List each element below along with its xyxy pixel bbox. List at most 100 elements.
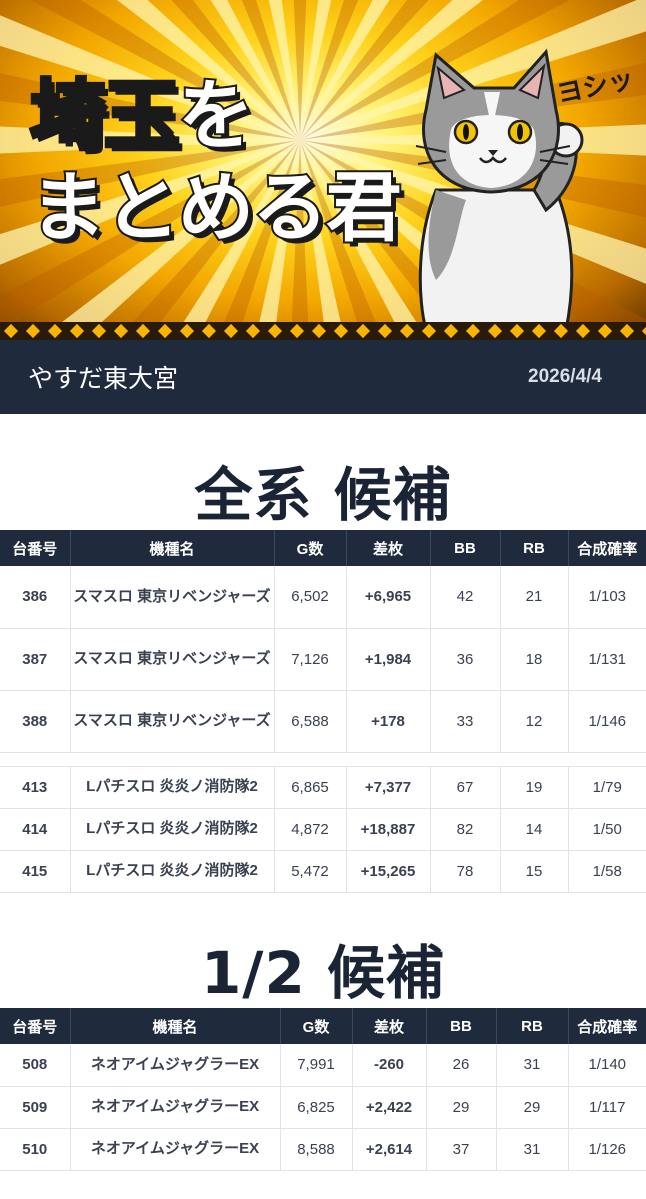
rate-cell: 1/79: [568, 766, 646, 809]
bb-cell: 42: [430, 566, 501, 629]
rate-cell: 1/117: [568, 1086, 646, 1129]
border-ornament: [575, 323, 591, 339]
border-ornament: [333, 323, 349, 339]
burst-ray: [300, 0, 646, 140]
games-cell: 5,472: [274, 850, 347, 893]
model-name-cell: Lパチスロ 炎炎ノ消防隊2: [70, 850, 275, 893]
col-header-rb: RB: [500, 530, 569, 566]
table-row: 387 スマスロ 東京リベンジャーズ 7,126 +1,984 36 18 1/131: [0, 628, 646, 691]
section-title-all-settings: 全系 候補: [194, 461, 452, 529]
table-row: 414 Lパチスロ 炎炎ノ消防隊2 4,872 +18,887 82 14 1/50: [0, 808, 646, 851]
diff-cell: +7,377: [346, 766, 431, 809]
burst-ray: [300, 62, 646, 140]
col-header-rb: RB: [496, 1008, 569, 1044]
model-name-cell: ネオアイムジャグラーEX: [70, 1128, 281, 1171]
banner-title-line1: 埼玉を: [28, 76, 256, 156]
rate-cell: 1/103: [568, 566, 646, 629]
machine-number-cell: 508: [0, 1044, 71, 1087]
bb-cell: 29: [426, 1086, 497, 1129]
border-ornament: [135, 323, 151, 339]
border-ornament: [421, 323, 437, 339]
model-name-cell: スマスロ 東京リベンジャーズ: [70, 628, 275, 691]
burst-ray: [0, 126, 300, 154]
col-header-diff: 差枚: [346, 530, 431, 566]
burst-ray: [300, 0, 359, 140]
table-row: 386 スマスロ 東京リベンジャーズ 6,502 +6,965 42 21 1/103: [0, 566, 646, 629]
border-ornament: [487, 323, 503, 339]
border-ornament: [399, 323, 415, 339]
diff-cell: +2,614: [352, 1128, 427, 1171]
diff-cell: -260: [352, 1044, 427, 1087]
rb-cell: 15: [500, 850, 569, 893]
banner-title-kana: を: [176, 71, 256, 160]
table-row: 388 スマスロ 東京リベンジャーズ 6,588 +178 33 12 1/146: [0, 690, 646, 753]
border-ornament: [3, 323, 19, 339]
border-ornament: [25, 323, 41, 339]
games-cell: 6,825: [280, 1086, 353, 1129]
border-ornament: [91, 323, 107, 339]
border-ornament: [245, 323, 261, 339]
col-header-model: 機種名: [70, 530, 275, 566]
diff-cell: +15,265: [346, 850, 431, 893]
border-ornament: [553, 323, 569, 339]
bb-cell: 26: [426, 1044, 497, 1087]
model-name-cell: ネオアイムジャグラーEX: [70, 1086, 281, 1129]
bb-cell: 67: [430, 766, 501, 809]
rb-cell: 19: [500, 766, 569, 809]
col-header-model: 機種名: [70, 1008, 281, 1044]
border-ornament: [179, 323, 195, 339]
table-row: 510 ネオアイムジャグラーEX 8,588 +2,614 37 31 1/126: [0, 1128, 646, 1171]
burst-ray: [0, 15, 300, 140]
games-cell: 8,588: [280, 1128, 353, 1171]
col-header-rate: 合成確率: [568, 1008, 646, 1044]
rb-cell: 12: [500, 690, 569, 753]
rb-cell: 29: [496, 1086, 569, 1129]
border-ornament: [311, 323, 327, 339]
table-group-spacer: [0, 752, 646, 767]
section-title-half-settings: 1/2 候補: [200, 939, 446, 1007]
games-cell: 6,865: [274, 766, 347, 809]
bb-cell: 33: [430, 690, 501, 753]
border-ornament: [355, 323, 371, 339]
col-header-games: G数: [280, 1008, 353, 1044]
border-ornament: [443, 323, 459, 339]
burst-ray: [290, 140, 310, 340]
border-ornament: [69, 323, 85, 339]
border-ornament: [619, 323, 635, 339]
machine-number-cell: 386: [0, 566, 71, 629]
rb-cell: 18: [500, 628, 569, 691]
rb-cell: 31: [496, 1044, 569, 1087]
col-header-bb: BB: [430, 530, 501, 566]
table-all-settings: 台番号 機種名 G数 差枚 BB RB 合成確率 386 スマスロ 東京リベンジャ…: [0, 530, 646, 893]
banner-border: [0, 322, 646, 340]
machine-number-cell: 415: [0, 850, 71, 893]
bb-cell: 36: [430, 628, 501, 691]
border-ornament: [113, 323, 129, 339]
banner-title-kanji: 埼玉: [28, 71, 182, 160]
burst-ray: [268, 0, 300, 140]
col-header-rate: 合成確率: [568, 530, 646, 566]
col-header-games: G数: [274, 530, 347, 566]
burst-ray: [255, 140, 300, 340]
burst-ray: [300, 0, 483, 140]
table-row: 415 Lパチスロ 炎炎ノ消防隊2 5,472 +15,265 78 15 1/58: [0, 850, 646, 893]
rate-cell: 1/50: [568, 808, 646, 851]
rate-cell: 1/146: [568, 690, 646, 753]
border-ornament: [641, 323, 646, 339]
cat-mascot-icon: [415, 48, 584, 330]
table-half-settings: 台番号 機種名 G数 差枚 BB RB 合成確率 508 ネオアイムジャグラーEX…: [0, 1008, 646, 1171]
col-header-number: 台番号: [0, 530, 71, 566]
burst-ray: [241, 0, 300, 140]
machine-number-cell: 510: [0, 1128, 71, 1171]
bb-cell: 82: [430, 808, 501, 851]
border-ornament: [201, 323, 217, 339]
border-ornament: [157, 323, 173, 339]
games-cell: 6,502: [274, 566, 347, 629]
col-header-number: 台番号: [0, 1008, 71, 1044]
rate-cell: 1/131: [568, 628, 646, 691]
machine-number-cell: 509: [0, 1086, 71, 1129]
model-name-cell: Lパチスロ 炎炎ノ消防隊2: [70, 766, 275, 809]
col-header-diff: 差枚: [352, 1008, 427, 1044]
machine-number-cell: 414: [0, 808, 71, 851]
burst-ray: [0, 140, 300, 332]
